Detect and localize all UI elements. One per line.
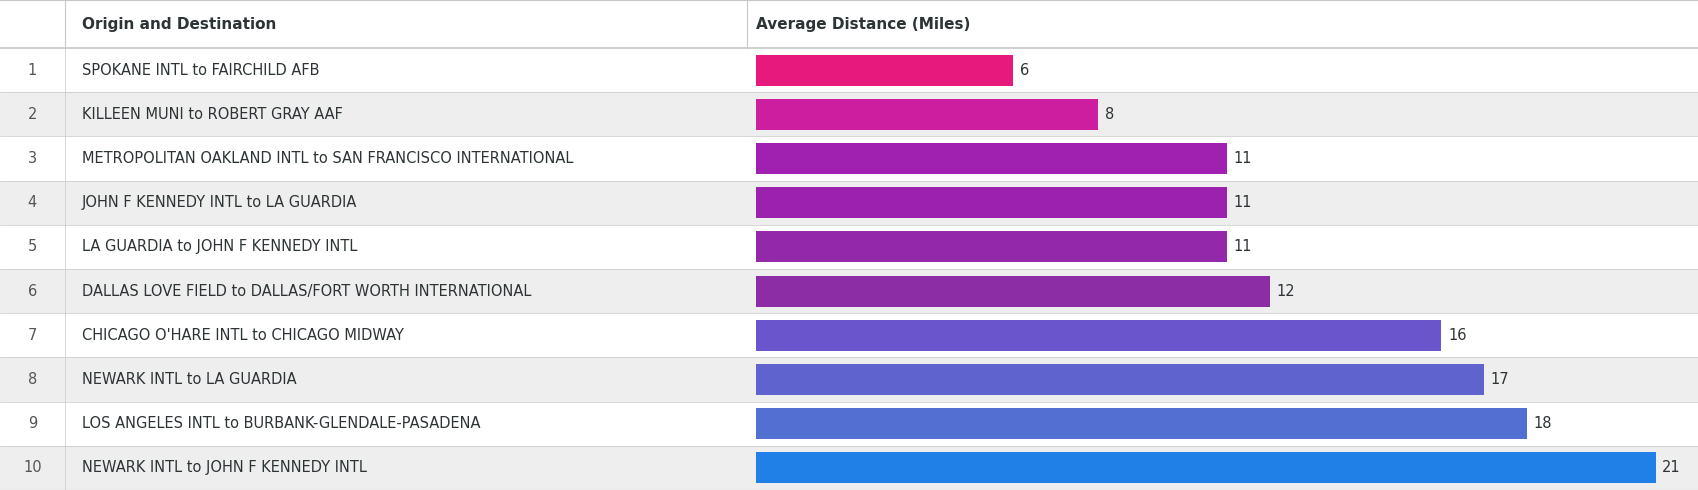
Text: 9: 9: [27, 416, 37, 431]
Text: Average Distance (Miles): Average Distance (Miles): [756, 17, 970, 31]
Text: 6: 6: [1019, 63, 1029, 77]
Text: 1: 1: [27, 63, 37, 77]
Bar: [0, 225, 1698, 269]
Bar: [0, 92, 1698, 136]
Bar: [756, 276, 1270, 307]
Bar: [756, 143, 1228, 174]
Text: DALLAS LOVE FIELD to DALLAS/FORT WORTH INTERNATIONAL: DALLAS LOVE FIELD to DALLAS/FORT WORTH I…: [82, 284, 531, 298]
Bar: [0, 357, 1698, 402]
Text: KILLEEN MUNI to ROBERT GRAY AAF: KILLEEN MUNI to ROBERT GRAY AAF: [82, 107, 343, 122]
Bar: [0, 446, 1698, 490]
Text: 12: 12: [1277, 284, 1296, 298]
Bar: [756, 55, 1012, 86]
Bar: [756, 408, 1527, 439]
Text: 4: 4: [27, 195, 37, 210]
Text: 10: 10: [24, 461, 41, 475]
Bar: [756, 99, 1099, 130]
Bar: [0, 313, 1698, 357]
Bar: [0, 0, 1698, 48]
Text: 17: 17: [1491, 372, 1510, 387]
Bar: [0, 181, 1698, 225]
Bar: [756, 320, 1442, 351]
Text: LOS ANGELES INTL to BURBANK-GLENDALE-PASADENA: LOS ANGELES INTL to BURBANK-GLENDALE-PAS…: [82, 416, 481, 431]
Text: 16: 16: [1448, 328, 1467, 343]
Text: 2: 2: [27, 107, 37, 122]
Bar: [0, 136, 1698, 181]
Text: 7: 7: [27, 328, 37, 343]
Bar: [756, 187, 1228, 218]
Text: 11: 11: [1234, 195, 1253, 210]
Text: 3: 3: [27, 151, 37, 166]
Text: 8: 8: [27, 372, 37, 387]
Text: 6: 6: [27, 284, 37, 298]
Bar: [0, 48, 1698, 92]
Bar: [756, 231, 1228, 262]
Text: 5: 5: [27, 240, 37, 254]
Text: NEWARK INTL to LA GUARDIA: NEWARK INTL to LA GUARDIA: [82, 372, 295, 387]
Text: 18: 18: [1533, 416, 1552, 431]
Text: Origin and Destination: Origin and Destination: [82, 17, 275, 31]
Bar: [756, 364, 1484, 395]
Bar: [0, 402, 1698, 446]
Text: JOHN F KENNEDY INTL to LA GUARDIA: JOHN F KENNEDY INTL to LA GUARDIA: [82, 195, 357, 210]
Text: LA GUARDIA to JOHN F KENNEDY INTL: LA GUARDIA to JOHN F KENNEDY INTL: [82, 240, 357, 254]
Text: CHICAGO O'HARE INTL to CHICAGO MIDWAY: CHICAGO O'HARE INTL to CHICAGO MIDWAY: [82, 328, 404, 343]
Bar: [756, 452, 1656, 483]
Bar: [0, 269, 1698, 313]
Text: METROPOLITAN OAKLAND INTL to SAN FRANCISCO INTERNATIONAL: METROPOLITAN OAKLAND INTL to SAN FRANCIS…: [82, 151, 572, 166]
Text: 21: 21: [1662, 461, 1681, 475]
Text: 11: 11: [1234, 151, 1253, 166]
Text: NEWARK INTL to JOHN F KENNEDY INTL: NEWARK INTL to JOHN F KENNEDY INTL: [82, 461, 367, 475]
Text: SPOKANE INTL to FAIRCHILD AFB: SPOKANE INTL to FAIRCHILD AFB: [82, 63, 319, 77]
Text: 8: 8: [1105, 107, 1114, 122]
Text: 11: 11: [1234, 240, 1253, 254]
